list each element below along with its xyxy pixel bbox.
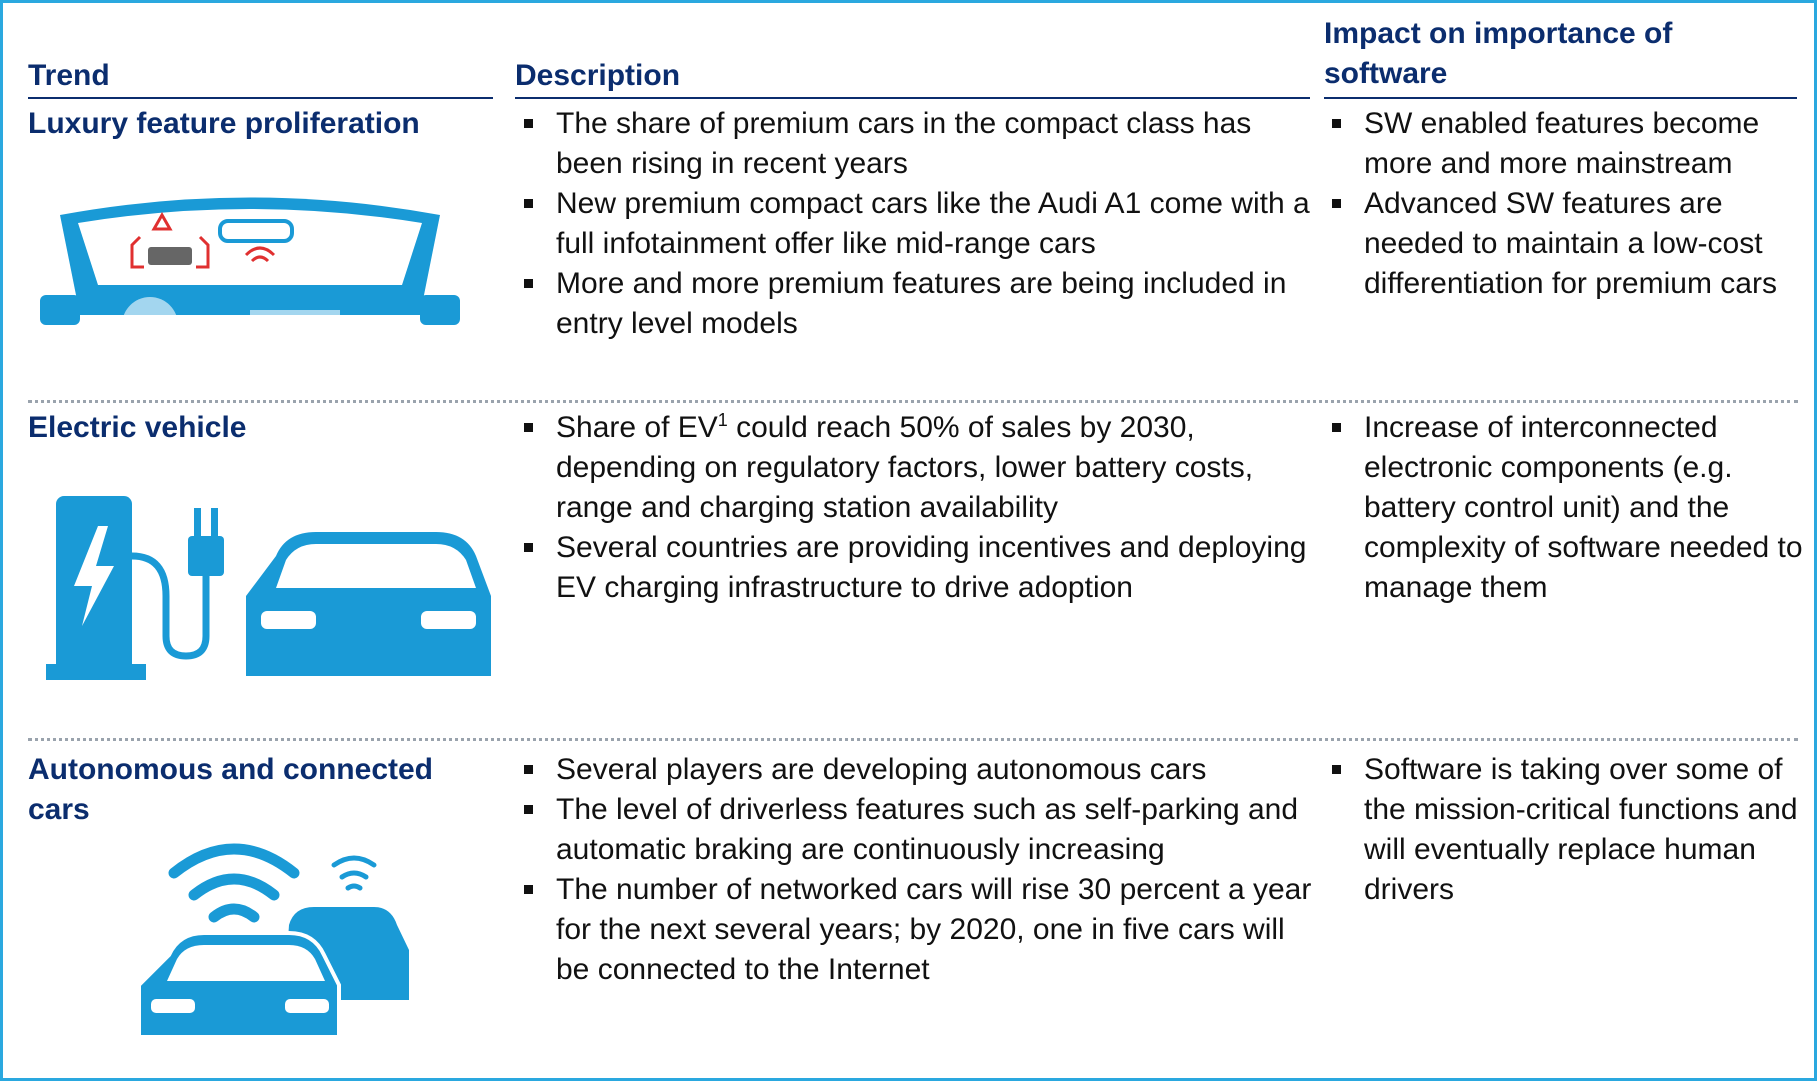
- bullet-item: The share of premium cars in the compact…: [522, 104, 1322, 184]
- bullet-marker: [524, 119, 533, 128]
- row-separator: [28, 400, 1798, 403]
- bullet-item: New premium compact cars like the Audi A…: [522, 184, 1322, 264]
- bullet-item: Several players are developing autonomou…: [522, 750, 1322, 790]
- header-rule: [28, 97, 493, 99]
- bullet-text: The share of premium cars in the compact…: [556, 107, 1252, 180]
- bullet-marker: [1332, 119, 1341, 128]
- ev-charger-icon: [46, 496, 491, 680]
- bullet-item: Advanced SW features are needed to maint…: [1330, 184, 1810, 304]
- header-rule: [1324, 97, 1797, 99]
- bullet-list: Share of EV1 could reach 50% of sales by…: [522, 408, 1322, 608]
- bullet-item: Share of EV1 could reach 50% of sales by…: [522, 408, 1322, 528]
- bullet-text: More and more premium features are being…: [556, 267, 1287, 340]
- bullet-text: Share of EV: [556, 411, 718, 444]
- row-separator: [28, 738, 1798, 741]
- bullet-text: could reach 50% of sales by 2030, depend…: [556, 411, 1254, 524]
- bullet-marker: [524, 199, 533, 208]
- bullet-marker: [524, 279, 533, 288]
- bullet-marker: [1332, 423, 1341, 432]
- trend-title: Luxury feature proliferation: [28, 107, 420, 140]
- trend-title: Autonomous and connected cars: [28, 753, 433, 826]
- connected-cars-icon: [139, 843, 409, 1037]
- header-trend: Trend: [28, 59, 110, 92]
- bullet-item: More and more premium features are being…: [522, 264, 1322, 344]
- bullet-text: The level of driverless features such as…: [556, 793, 1299, 866]
- bullet-list: Increase of interconnected electronic co…: [1330, 408, 1810, 608]
- bullet-text: The number of networked cars will rise 3…: [556, 873, 1312, 986]
- bullet-text: SW enabled features become more and more…: [1364, 107, 1760, 180]
- bullet-item: Several countries are providing incentiv…: [522, 528, 1322, 608]
- bullet-marker: [1332, 765, 1341, 774]
- bullet-list: The share of premium cars in the compact…: [522, 104, 1322, 344]
- dashboard-icon: [40, 197, 460, 333]
- bullet-text: Several players are developing autonomou…: [556, 753, 1207, 786]
- bullet-text: Increase of interconnected electronic co…: [1364, 411, 1803, 604]
- bullet-item: Increase of interconnected electronic co…: [1330, 408, 1810, 608]
- bullet-marker: [524, 423, 533, 432]
- bullet-marker: [1332, 199, 1341, 208]
- bullet-marker: [524, 765, 533, 774]
- header-description: Description: [515, 59, 681, 92]
- bullet-item: The level of driverless features such as…: [522, 790, 1322, 870]
- bullet-marker: [524, 885, 533, 894]
- bullet-marker: [524, 805, 533, 814]
- bullet-item: The number of networked cars will rise 3…: [522, 870, 1322, 990]
- trend-title: Electric vehicle: [28, 411, 247, 444]
- bullet-list: Software is taking over some of the miss…: [1330, 750, 1810, 910]
- bullet-text: Several countries are providing incentiv…: [556, 531, 1307, 604]
- bullet-marker: [524, 543, 533, 552]
- bullet-list: Several players are developing autonomou…: [522, 750, 1322, 990]
- bullet-text: Advanced SW features are needed to maint…: [1364, 187, 1777, 300]
- header-impact: Impact on importance of software: [1324, 17, 1673, 90]
- bullet-text: Software is taking over some of the miss…: [1364, 753, 1798, 906]
- bullet-list: SW enabled features become more and more…: [1330, 104, 1810, 304]
- footnote-marker: 1: [717, 410, 728, 430]
- bullet-item: Software is taking over some of the miss…: [1330, 750, 1810, 910]
- header-rule: [515, 97, 1310, 99]
- bullet-item: SW enabled features become more and more…: [1330, 104, 1810, 184]
- bullet-text: New premium compact cars like the Audi A…: [556, 187, 1310, 260]
